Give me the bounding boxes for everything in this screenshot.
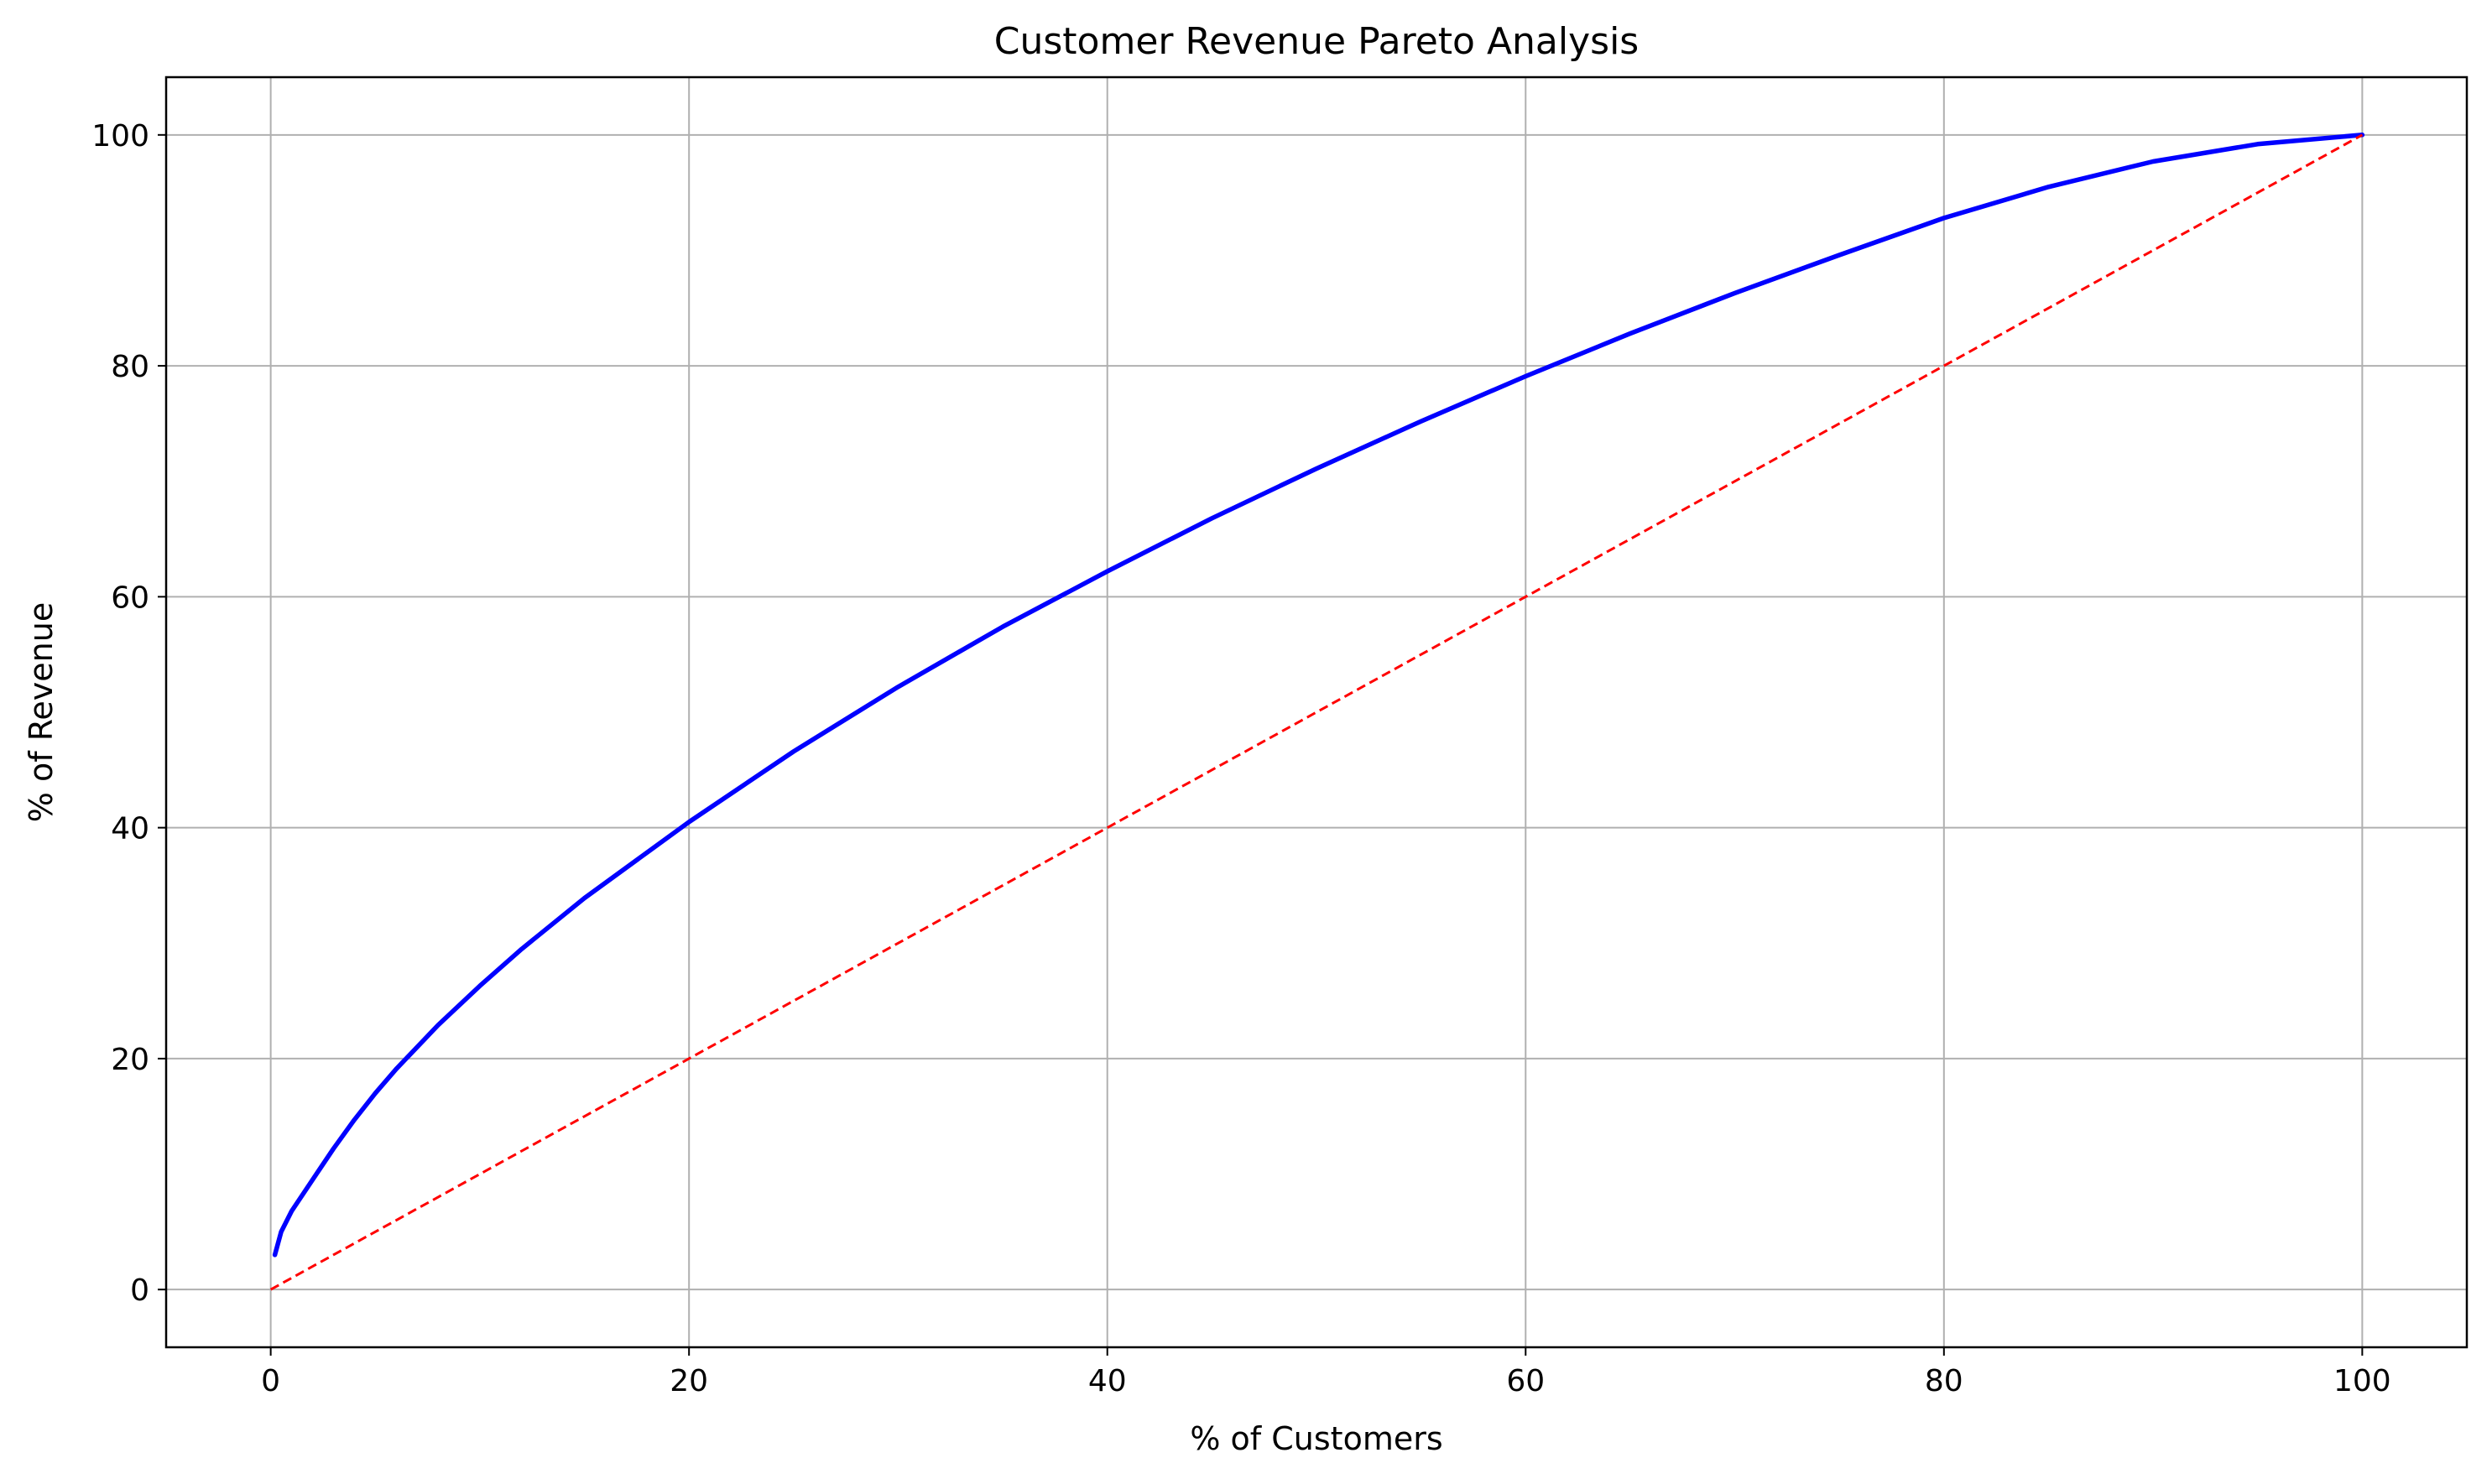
chart-title: Customer Revenue Pareto Analysis <box>994 20 1639 63</box>
y-tick-label: 20 <box>111 1043 149 1077</box>
x-axis-label: % of Customers <box>1190 1420 1442 1457</box>
x-tick-label: 80 <box>1925 1364 1963 1398</box>
reference-diagonal-line <box>269 133 2364 1291</box>
x-tick-label: 100 <box>2333 1364 2391 1398</box>
y-tick-label: 60 <box>111 581 149 615</box>
grid-layer <box>166 77 2467 1347</box>
x-tick-label: 40 <box>1088 1364 1127 1398</box>
y-tick-label: 40 <box>111 812 149 846</box>
y-tick-label: 100 <box>91 119 149 154</box>
plot-area-frame <box>164 76 2469 1349</box>
y-tick-label: 80 <box>111 350 149 384</box>
tick-layer: 0 20 40 60 80 100 0 20 40 60 80 100 <box>91 119 2390 1398</box>
series-layer <box>269 133 2365 1291</box>
cumulative-revenue-line <box>272 133 2365 1257</box>
y-axis-label: % of Revenue <box>23 602 60 822</box>
x-tick-label: 0 <box>261 1364 280 1398</box>
y-tick-label: 0 <box>130 1273 149 1308</box>
x-tick-label: 60 <box>1506 1364 1545 1398</box>
x-tick-label: 20 <box>670 1364 708 1398</box>
